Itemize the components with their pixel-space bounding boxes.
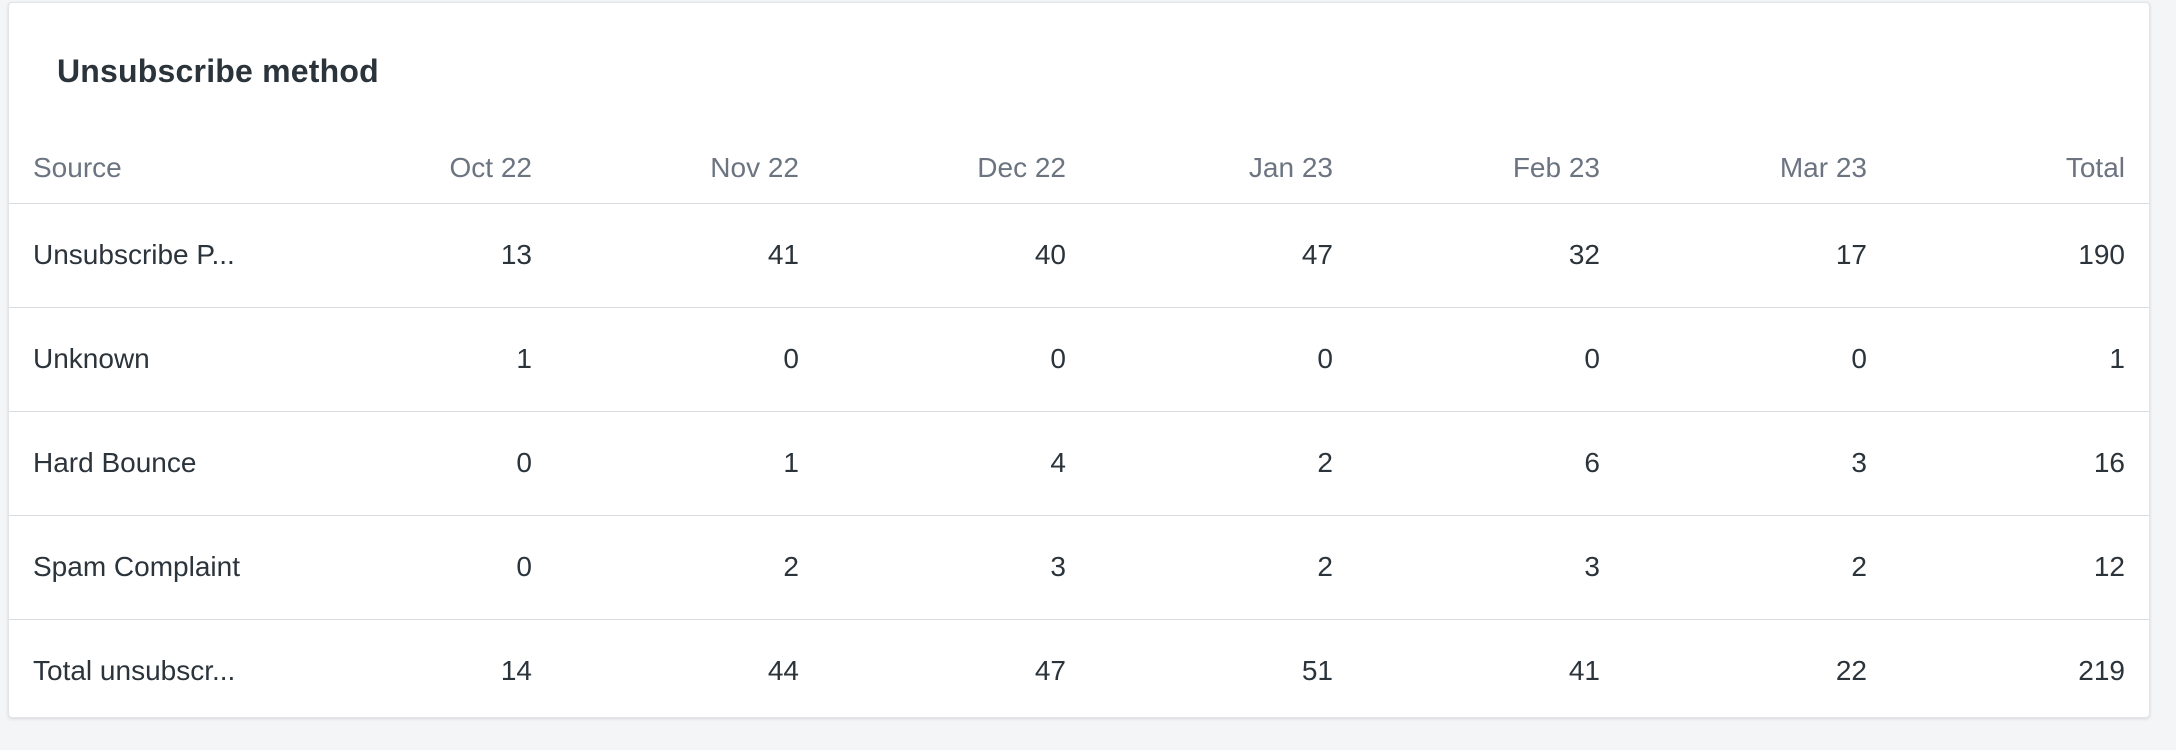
table-row: Hard Bounce 0 1 4 2 6 3 16 xyxy=(9,411,2149,516)
total-cell: 190 xyxy=(1891,203,2149,308)
source-cell: Total unsubscr... xyxy=(33,655,236,687)
column-header-total[interactable]: Total xyxy=(1891,133,2149,204)
unsubscribe-method-card: Unsubscribe method Source Oct 22 Nov 22 … xyxy=(8,2,2150,718)
value-cell: 32 xyxy=(1357,203,1624,308)
source-cell: Spam Complaint xyxy=(9,515,289,620)
value-cell: 47 xyxy=(1090,203,1357,308)
value-cell: 0 xyxy=(1624,307,1891,412)
table-row: Spam Complaint 0 2 3 2 3 2 12 xyxy=(9,515,2149,620)
value-cell: 14 xyxy=(500,655,532,687)
value-cell: 13 xyxy=(289,203,556,308)
total-cell: 1 xyxy=(1891,307,2149,412)
total-cell: 219 xyxy=(2078,655,2125,687)
column-header-month[interactable]: Jan 23 xyxy=(1090,133,1357,204)
value-cell: 44 xyxy=(767,655,799,687)
value-cell: 40 xyxy=(823,203,1090,308)
column-header-month[interactable]: Feb 23 xyxy=(1357,133,1624,204)
unsubscribe-method-table: Source Oct 22 Nov 22 Dec 22 Jan 23 Feb 2… xyxy=(9,133,2149,723)
value-cell: 2 xyxy=(1624,515,1891,620)
total-cell: 16 xyxy=(1891,411,2149,516)
value-cell: 3 xyxy=(823,515,1090,620)
column-header-month[interactable]: Dec 22 xyxy=(823,133,1090,204)
value-cell: 51 xyxy=(1301,655,1333,687)
column-header-month[interactable]: Mar 23 xyxy=(1624,133,1891,204)
table-row: Unknown 1 0 0 0 0 0 1 xyxy=(9,307,2149,412)
column-header-source[interactable]: Source xyxy=(9,133,289,204)
value-cell: 0 xyxy=(289,515,556,620)
value-cell: 0 xyxy=(1357,307,1624,412)
value-cell: 0 xyxy=(1090,307,1357,412)
value-cell: 47 xyxy=(1034,655,1066,687)
table-row: Unsubscribe P... 13 41 40 47 32 17 190 xyxy=(9,203,2149,308)
value-cell: 6 xyxy=(1357,411,1624,516)
value-cell: 41 xyxy=(1568,655,1600,687)
value-cell: 2 xyxy=(556,515,823,620)
value-cell: 0 xyxy=(556,307,823,412)
value-cell: 3 xyxy=(1357,515,1624,620)
value-cell: 1 xyxy=(556,411,823,516)
source-cell: Unknown xyxy=(9,307,289,412)
value-cell: 1 xyxy=(289,307,556,412)
value-cell: 2 xyxy=(1090,411,1357,516)
value-cell: 41 xyxy=(556,203,823,308)
total-cell: 12 xyxy=(1891,515,2149,620)
value-cell: 4 xyxy=(823,411,1090,516)
value-cell: 2 xyxy=(1090,515,1357,620)
card-title: Unsubscribe method xyxy=(57,53,379,89)
column-header-month[interactable]: Oct 22 xyxy=(289,133,556,204)
value-cell: 0 xyxy=(823,307,1090,412)
value-cell: 0 xyxy=(289,411,556,516)
value-cell: 3 xyxy=(1624,411,1891,516)
column-header-month[interactable]: Nov 22 xyxy=(556,133,823,204)
value-cell: 17 xyxy=(1624,203,1891,308)
table-header-row: Source Oct 22 Nov 22 Dec 22 Jan 23 Feb 2… xyxy=(9,133,2149,204)
source-cell: Hard Bounce xyxy=(9,411,289,516)
source-cell: Unsubscribe P... xyxy=(9,203,289,308)
table-row-total: Total unsubscr... 14 44 47 51 41 22 219 xyxy=(9,619,2149,723)
value-cell: 22 xyxy=(1835,655,1867,687)
